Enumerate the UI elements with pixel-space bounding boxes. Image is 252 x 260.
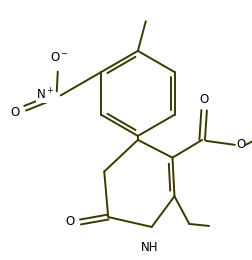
Text: O$^-$: O$^-$ [50, 51, 69, 64]
Text: N$^+$: N$^+$ [36, 88, 55, 103]
Text: O: O [10, 106, 19, 119]
Text: NH: NH [140, 241, 158, 254]
Text: O: O [199, 93, 208, 106]
Text: O: O [65, 216, 74, 229]
Text: O: O [235, 138, 244, 151]
